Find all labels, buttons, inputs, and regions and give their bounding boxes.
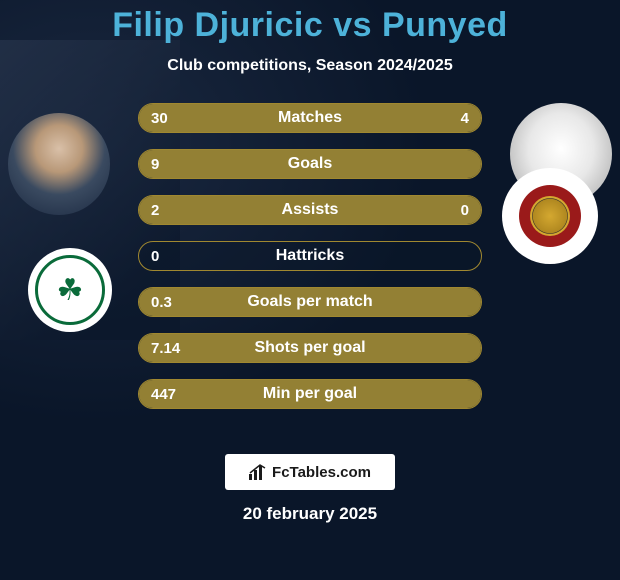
metric-value-left: 2 (151, 196, 159, 224)
metric-bars: Matches304Goals9Assists20Hattricks0Goals… (138, 103, 482, 425)
metric-label: Goals per match (139, 288, 481, 316)
watermark: FcTables.com (225, 454, 395, 490)
page-title: Filip Djuricic vs Punyed (0, 0, 620, 45)
metric-label: Min per goal (139, 380, 481, 408)
watermark-text: FcTables.com (272, 464, 371, 481)
metric-value-left: 7.14 (151, 334, 180, 362)
metric-label: Hattricks (139, 242, 481, 270)
club-badge-left (28, 248, 112, 332)
metric-value-left: 0 (151, 242, 159, 270)
metric-row: Goals per match0.3 (138, 287, 482, 317)
metric-row: Shots per goal7.14 (138, 333, 482, 363)
subtitle: Club competitions, Season 2024/2025 (0, 57, 620, 75)
metric-value-right: 4 (461, 104, 469, 132)
metric-row: Min per goal447 (138, 379, 482, 409)
metric-label: Matches (139, 104, 481, 132)
metric-value-right: 0 (461, 196, 469, 224)
comparison-area: Matches304Goals9Assists20Hattricks0Goals… (0, 103, 620, 433)
metric-value-left: 30 (151, 104, 168, 132)
avatar (8, 113, 110, 215)
comparison-card: Filip Djuricic vs Punyed Club competitio… (0, 0, 620, 580)
club-badge-right (502, 168, 598, 264)
metric-value-left: 0.3 (151, 288, 172, 316)
metric-row: Assists2 0 (138, 195, 482, 225)
metric-label: Shots per goal (139, 334, 481, 362)
metric-row: Hattricks0 (138, 241, 482, 271)
player-left-photo (8, 113, 110, 215)
metric-label: Assists (139, 196, 481, 224)
chart-icon (249, 464, 267, 480)
metric-row: Matches30 4 (138, 103, 482, 133)
date-label: 20 february 2025 (0, 504, 620, 524)
metric-label: Goals (139, 150, 481, 178)
metric-value-left: 447 (151, 380, 176, 408)
metric-row: Goals9 (138, 149, 482, 179)
metric-value-left: 9 (151, 150, 159, 178)
